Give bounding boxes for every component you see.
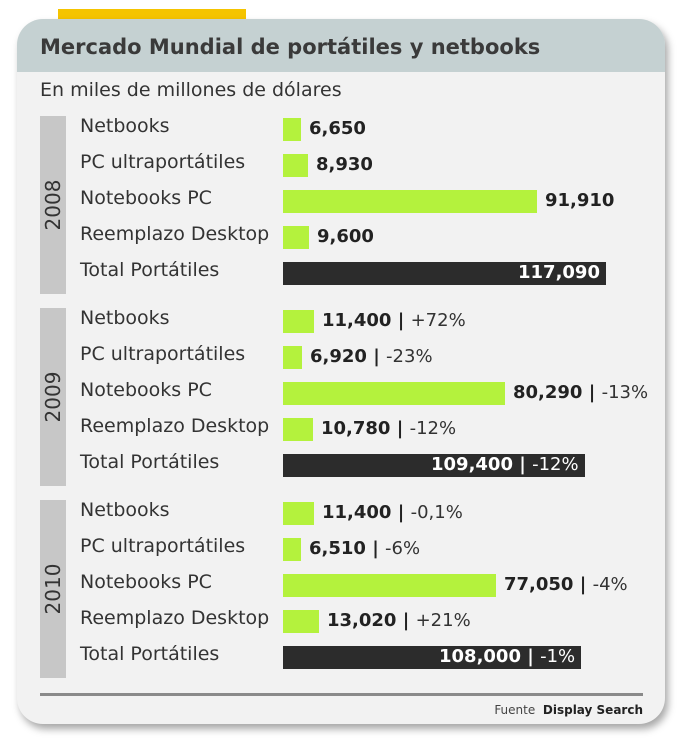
value-bar [283,538,301,561]
value-bar [283,610,319,633]
data-label: 9,600 [317,226,374,247]
data-label: 13,020 | +21% [327,610,471,631]
data-label: 6,920 | -23% [310,346,433,367]
value-bar [283,118,301,141]
row-label: PC ultraportátiles [80,535,246,557]
data-label: 91,910 [545,190,615,211]
row-label: Total Portátiles [80,643,220,665]
value-bar [283,382,505,405]
value-bar [283,154,308,177]
year-block-2009: 2009 [40,308,66,486]
source-name: Display Search [542,703,643,717]
row-label: Netbooks [80,499,170,521]
row-label: Notebooks PC [80,571,212,593]
source-label: Fuente [494,703,536,717]
row-label: Netbooks [80,115,170,137]
row-label: PC ultraportátiles [80,343,246,365]
year-block-2008: 2008 [40,116,66,294]
data-label: 6,510 | -6% [309,538,421,559]
value-bar [283,574,496,597]
row-label: Notebooks PC [80,379,212,401]
data-label: 80,290 | -13% [513,382,649,403]
total-bar [283,646,581,669]
data-label: 77,050 | -4% [504,574,628,595]
data-label: 11,400 | +72% [322,310,466,331]
source-note: Fuente Display Search [494,703,643,717]
data-label: 11,400 | -0,1% [322,502,463,523]
chart-subtitle: En miles de millones de dólares [40,79,342,101]
total-bar [283,262,606,285]
value-bar [283,418,313,441]
data-label: 8,930 [316,154,373,175]
chart-header [17,19,665,72]
value-bar [283,346,302,369]
value-bar [283,310,314,333]
row-label: Reemplazo Desktop [80,607,270,629]
data-label: 10,780 | -12% [321,418,457,439]
chart-card: Mercado Mundial de portátiles y netbooks… [17,19,665,724]
row-label: Total Portátiles [80,259,220,281]
row-label: Reemplazo Desktop [80,223,270,245]
year-block-2010: 2010 [40,500,66,678]
value-bar [283,190,537,213]
row-label: Netbooks [80,307,170,329]
row-label: Total Portátiles [80,451,220,473]
year-label: 2008 [41,179,65,231]
data-label: 109,400 | -12% [431,454,579,475]
row-label: PC ultraportátiles [80,151,246,173]
data-label: 117,090 [518,262,600,283]
footer-rule [40,693,643,696]
total-bar [283,454,585,477]
value-bar [283,502,314,525]
value-bar [283,226,309,249]
year-label: 2010 [41,563,65,615]
chart-title: Mercado Mundial de portátiles y netbooks [40,35,541,59]
data-label: 108,000 | -1% [439,646,576,667]
row-label: Notebooks PC [80,187,212,209]
data-label: 6,650 [309,118,366,139]
row-label: Reemplazo Desktop [80,415,270,437]
year-label: 2009 [41,371,65,423]
